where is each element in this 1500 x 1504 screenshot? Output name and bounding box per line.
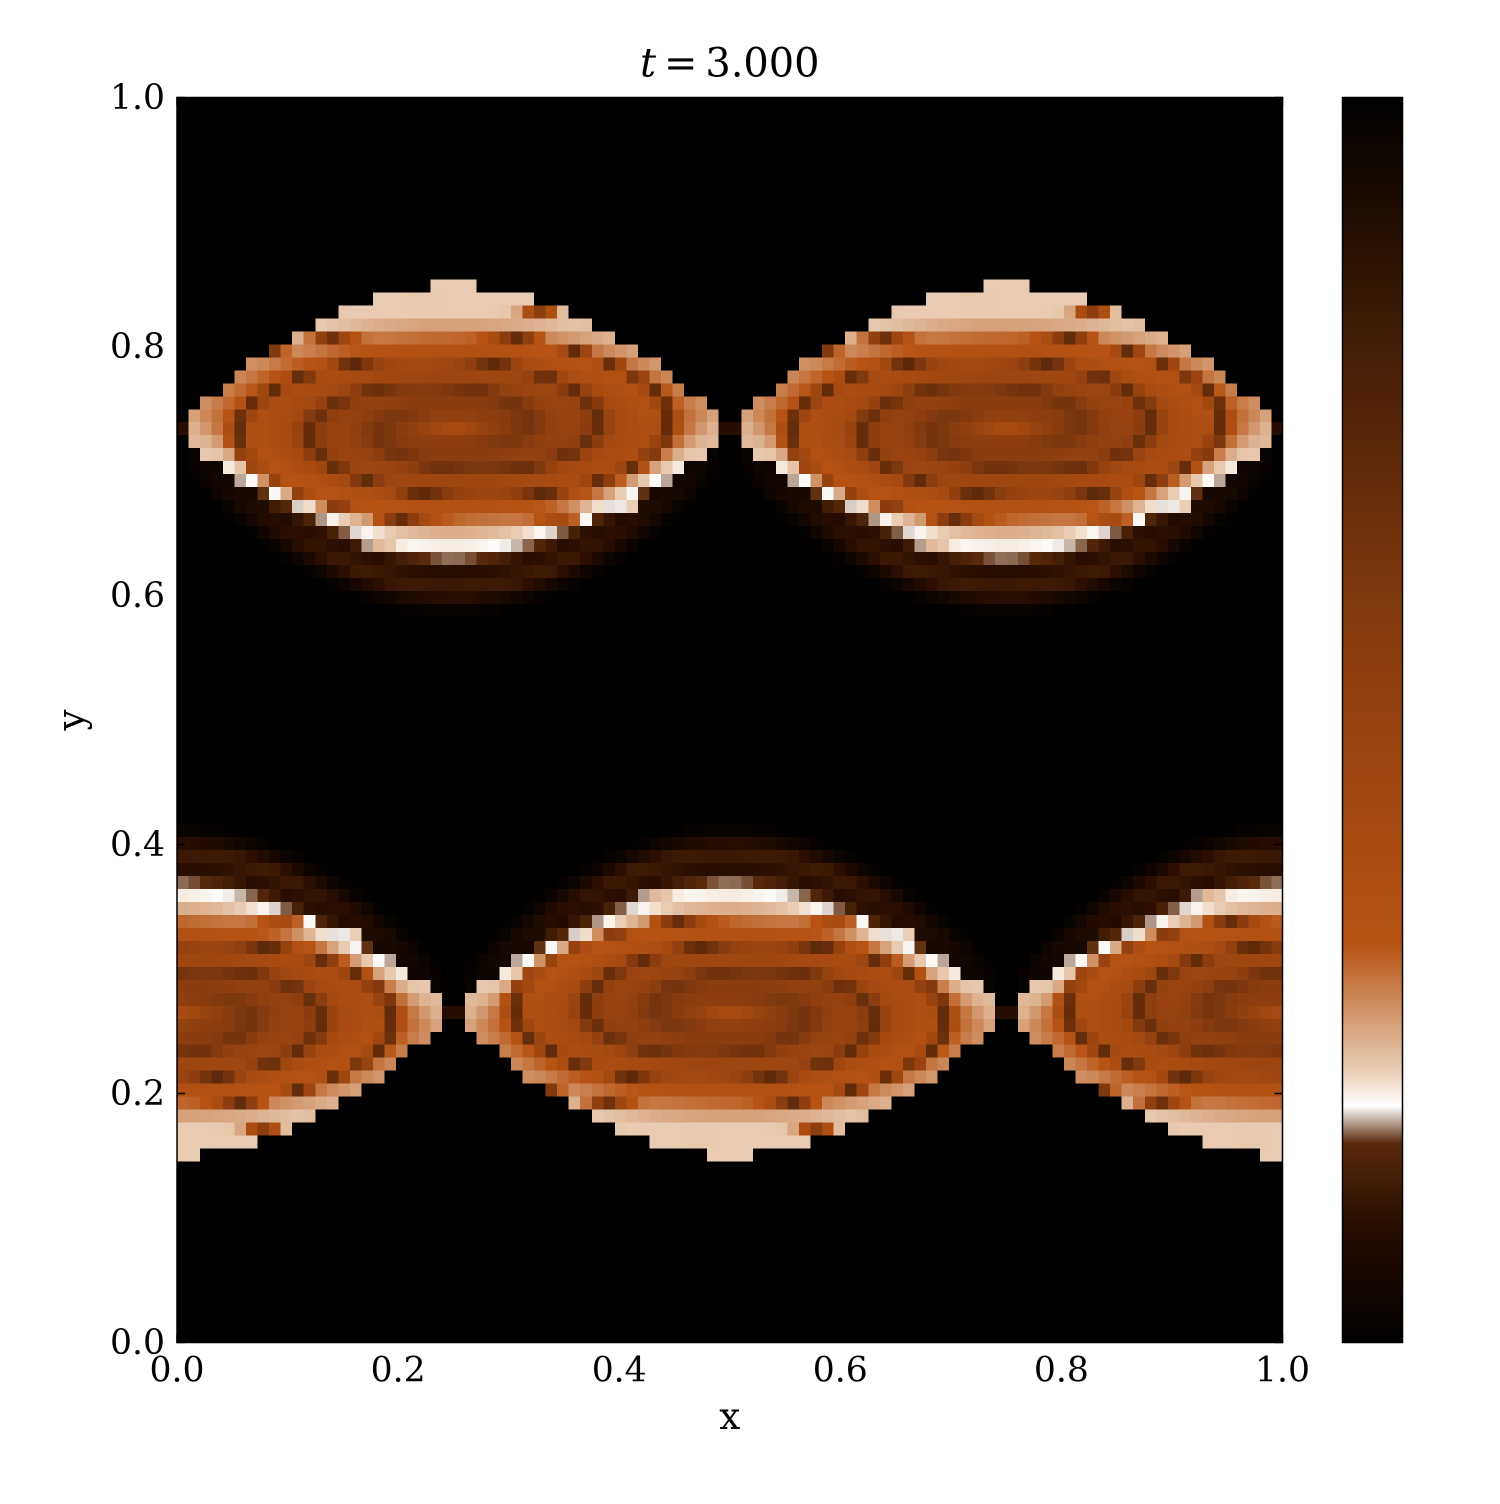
y-tick-label: 1.0 <box>110 78 165 118</box>
x-tick-label: 0.8 <box>1034 1351 1089 1391</box>
y-tick-label: 0.8 <box>110 327 165 367</box>
y-tick-label: 0.4 <box>110 825 165 865</box>
x-tick-label: 1.0 <box>1255 1351 1310 1391</box>
figure: 0.00.20.40.60.81.0 0.00.20.40.60.81.0 x … <box>0 0 1500 1500</box>
y-tick-label: 0.2 <box>110 1074 165 1114</box>
colorbar <box>1343 98 1403 1343</box>
x-axis-label: x <box>719 1394 740 1438</box>
x-tick-label: 0.4 <box>592 1351 647 1391</box>
heatmap-image <box>177 98 1283 1343</box>
y-tick-label: 0.0 <box>110 1323 165 1363</box>
colorbar-gradient <box>1343 98 1403 1343</box>
plot-title: t = 3.000 <box>640 41 820 87</box>
y-tick-label: 0.6 <box>110 576 165 616</box>
y-axis-label: y <box>48 709 92 731</box>
heatmap-canvas <box>177 98 1283 1343</box>
x-tick-label: 0.6 <box>813 1351 868 1391</box>
heatmap-axes: 0.00.20.40.60.81.0 0.00.20.40.60.81.0 x … <box>48 41 1310 1438</box>
x-tick-label: 0.2 <box>371 1351 426 1391</box>
